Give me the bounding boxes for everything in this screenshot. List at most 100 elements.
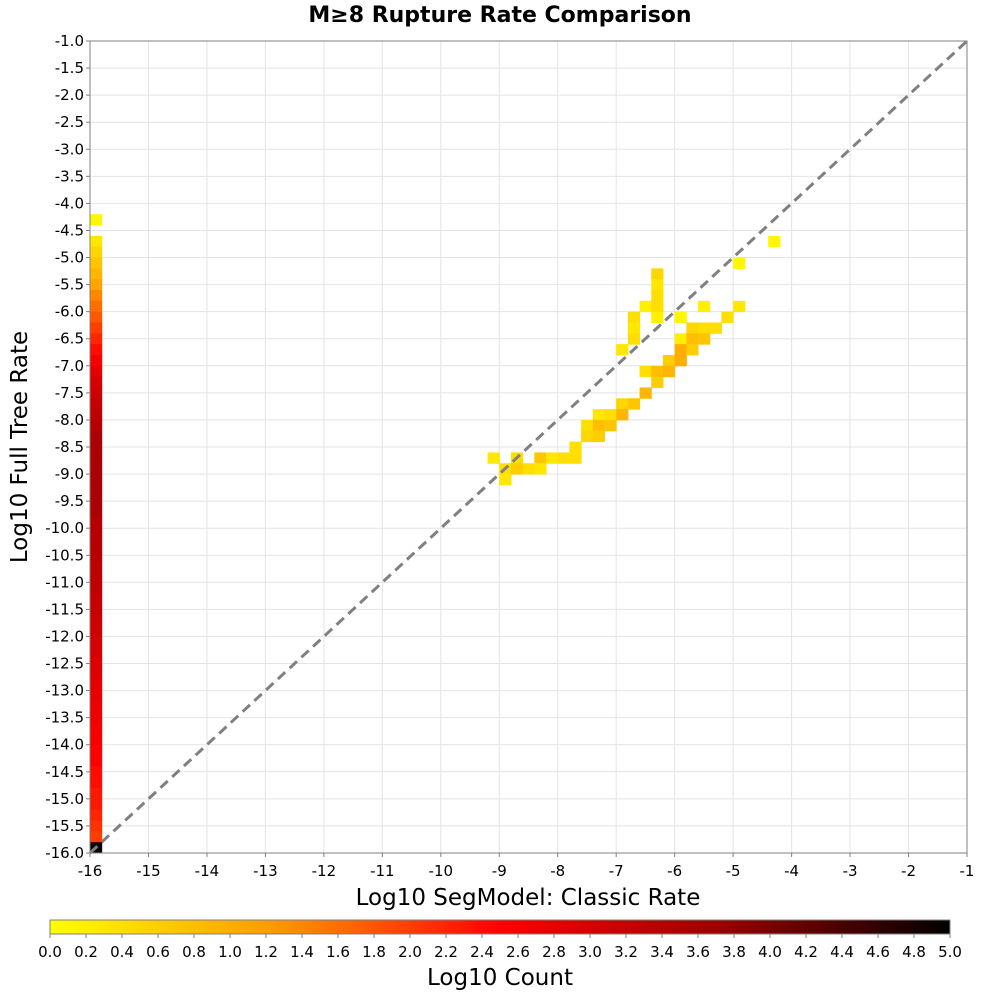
colorbar-tick-label: 1.0 — [218, 943, 242, 961]
heatmap-cell — [487, 452, 500, 464]
heatmap-cell — [627, 333, 641, 345]
y-tick-label: -11.5 — [45, 600, 84, 618]
heatmap-cell — [90, 354, 103, 367]
x-tick-label: -2 — [901, 862, 916, 880]
heatmap-cell — [90, 376, 103, 388]
colorbar-tick-label: 1.8 — [362, 943, 386, 961]
heatmap-cell — [90, 636, 103, 648]
heatmap-cell — [90, 257, 103, 269]
y-tick-label: -12.0 — [45, 627, 84, 645]
colorbar-tick-label: 4.4 — [830, 943, 854, 961]
y-tick-label: -15.0 — [45, 790, 84, 808]
heatmap-cell — [534, 452, 547, 464]
x-axis-label: Log10 SegModel: Classic Rate — [356, 885, 701, 911]
heatmap-cell — [90, 820, 103, 832]
y-tick-label: -10.5 — [45, 546, 84, 564]
heatmap-cell — [627, 322, 641, 334]
heatmap-cell — [90, 831, 103, 843]
colorbar-tick-label: 3.8 — [722, 943, 746, 961]
heatmap-cell — [616, 409, 629, 421]
colorbar-tick-label: 4.8 — [902, 943, 926, 961]
x-tick-label: -3 — [843, 862, 858, 880]
y-tick-label: -15.5 — [45, 817, 84, 835]
heatmap-cell — [90, 322, 103, 334]
colorbar-tick-label: 0.4 — [110, 943, 134, 961]
heatmap-cell — [90, 300, 103, 313]
heatmap-cell — [592, 419, 606, 432]
heatmap-cell — [90, 517, 103, 529]
y-tick-label: -1.5 — [55, 59, 84, 77]
colorbar-ticks: 0.0 0.2 0.4 0.6 0.8 1.0 1.2 1.4 1.6 1.8 2.0 2.2 2.4 2… — [38, 934, 962, 961]
colorbar-tick-label: 0.2 — [74, 943, 98, 961]
heatmap-cell — [639, 300, 652, 313]
heatmap-cell — [90, 549, 103, 562]
heatmap-cell — [90, 647, 103, 659]
x-tick-label: -10 — [429, 862, 454, 880]
heatmap-cell — [90, 290, 103, 302]
y-tick-label: -7.0 — [55, 357, 84, 375]
heatmap-cell — [592, 430, 606, 443]
heatmap-cell — [90, 809, 103, 822]
colorbar-tick-label: 0.8 — [182, 943, 206, 961]
heatmap-cell — [604, 419, 617, 432]
heatmap-cell — [90, 733, 103, 746]
heatmap-cell — [90, 409, 103, 421]
colorbar-tick-label: 2.8 — [542, 943, 566, 961]
colorbar-tick-label: 4.6 — [866, 943, 890, 961]
heatmap-cell — [627, 311, 641, 323]
heatmap-cell — [686, 322, 699, 334]
y-tick-label: -5.0 — [55, 249, 84, 267]
y-tick-label: -14.5 — [45, 763, 84, 781]
y-tick-label: -9.0 — [55, 465, 84, 483]
heatmap-cell — [651, 290, 664, 302]
heatmap-cell — [698, 322, 711, 334]
y-tick-label: -13.5 — [45, 709, 84, 727]
heatmap-cell — [90, 668, 103, 681]
heatmap-cell — [581, 419, 594, 432]
colorbar-tick-label: 0.6 — [146, 943, 170, 961]
heatmap-cell — [698, 333, 711, 345]
x-tick-label: -5 — [726, 862, 741, 880]
heatmap-cell — [90, 614, 103, 627]
heatmap-cell — [733, 257, 746, 269]
colorbar-tick-label: 3.6 — [686, 943, 710, 961]
heatmap-cell — [651, 300, 664, 313]
y-tick-label: -13.0 — [45, 682, 84, 700]
heatmap-cell — [90, 495, 103, 508]
heatmap-cell — [90, 365, 103, 378]
heatmap-cell — [651, 376, 664, 388]
y-tick-label: -4.0 — [55, 194, 84, 212]
heatmap-cell — [662, 365, 676, 378]
heatmap-cell — [90, 571, 103, 583]
heatmap-cells — [90, 214, 781, 854]
y-tick-label: -12.5 — [45, 655, 84, 673]
heatmap-cell — [90, 214, 103, 226]
heatmap-cell — [90, 593, 103, 605]
x-tick-label: -12 — [312, 862, 337, 880]
colorbar — [49, 919, 951, 935]
heatmap-cell — [90, 539, 103, 551]
heatmap-cell — [616, 398, 629, 410]
colorbar-tick-label: 3.4 — [650, 943, 674, 961]
y-tick-label: -6.5 — [55, 330, 84, 348]
heatmap-cell — [90, 766, 103, 778]
heatmap-cell — [90, 712, 103, 724]
heatmap-cell — [651, 365, 664, 378]
x-tick-label: -7 — [609, 862, 624, 880]
colorbar-tick-label: 2.2 — [434, 943, 458, 961]
heatmap-cell — [721, 311, 734, 323]
y-tick-label: -3.0 — [55, 140, 84, 158]
heatmap-cell — [674, 311, 687, 323]
heatmap-cell — [90, 506, 103, 518]
y-tick-label: -6.0 — [55, 303, 84, 321]
heatmap-cell — [522, 463, 535, 475]
heatmap-cell — [90, 690, 103, 702]
heatmap-cell — [651, 311, 664, 323]
heatmap-cell — [90, 679, 103, 692]
heatmap-cell — [90, 441, 103, 453]
colorbar-tick-label: 2.4 — [470, 943, 494, 961]
heatmap-cell — [90, 474, 103, 486]
heatmap-cell — [90, 484, 103, 497]
diagonal-reference-line — [88, 39, 969, 855]
heatmap-cell — [639, 365, 652, 378]
